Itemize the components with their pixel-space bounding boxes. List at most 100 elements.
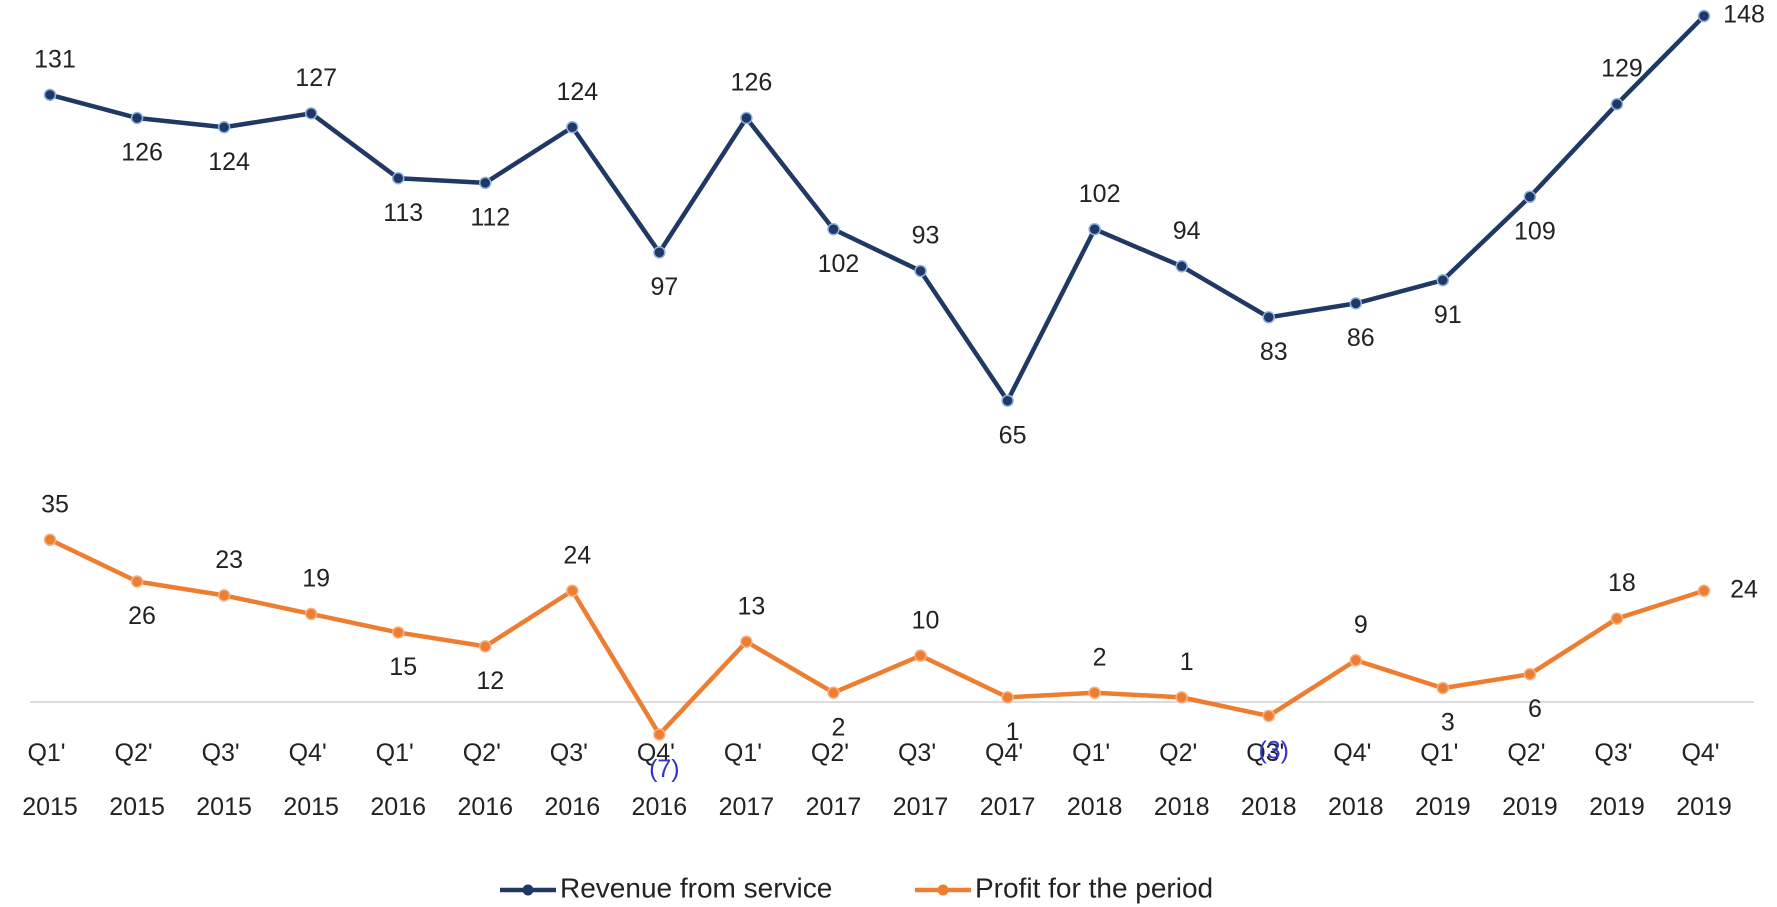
data-point <box>1436 681 1450 695</box>
data-point <box>1262 311 1275 324</box>
data-label: 2 <box>1093 643 1107 671</box>
data-point <box>304 607 318 621</box>
legend-item: Profit for the period <box>915 872 1213 903</box>
x-tick-label: Q2' 2019 <box>1502 739 1558 821</box>
legend-label: Profit for the period <box>975 872 1213 903</box>
x-tick-label: Q2' 2018 <box>1154 739 1210 821</box>
data-point <box>1610 612 1624 625</box>
data-label: 6 <box>1528 695 1542 723</box>
data-label: 35 <box>41 490 69 518</box>
data-point <box>217 121 231 134</box>
data-point <box>479 640 492 653</box>
series-line <box>49 537 1705 737</box>
data-label: 24 <box>563 541 591 569</box>
x-tick-label: Q3' 2017 <box>893 739 949 821</box>
x-tick-label: Q2' 2015 <box>109 739 165 821</box>
data-label: 112 <box>470 203 510 231</box>
x-tick-label: Q2' 2017 <box>806 739 862 821</box>
data-point <box>130 111 144 125</box>
data-label: 97 <box>650 273 678 301</box>
data-label: (7) <box>649 755 680 783</box>
data-point <box>1697 9 1711 23</box>
data-label: 83 <box>1260 338 1288 366</box>
data-label: 10 <box>912 606 940 634</box>
data-label: 126 <box>121 139 163 167</box>
series-line <box>49 14 1706 403</box>
data-point <box>827 222 840 236</box>
data-point <box>1001 394 1014 407</box>
data-label: 18 <box>1608 569 1636 597</box>
data-label: 91 <box>1434 301 1462 329</box>
data-point <box>653 728 666 741</box>
legend-marker <box>522 884 534 896</box>
x-tick-label: Q2' 2016 <box>457 739 513 821</box>
x-tick-label: Q1' 2016 <box>370 739 426 821</box>
data-point <box>1349 654 1363 667</box>
data-point <box>914 649 927 662</box>
data-point <box>827 686 840 699</box>
data-point <box>217 589 231 602</box>
data-label: 109 <box>1514 217 1556 245</box>
data-label: 65 <box>999 421 1027 449</box>
data-point <box>1001 691 1014 704</box>
data-label: 12 <box>476 667 504 695</box>
data-point <box>914 264 927 278</box>
data-point <box>653 246 666 259</box>
data-label: 86 <box>1347 324 1375 352</box>
data-point <box>1697 584 1711 598</box>
x-tick-label: Q1' 2019 <box>1415 739 1471 821</box>
legend-marker <box>937 884 949 896</box>
data-point <box>1175 260 1188 273</box>
x-tick-label: Q3' 2019 <box>1589 739 1645 821</box>
x-tick-label: Q4' 2019 <box>1676 739 1732 821</box>
legend-item: Revenue from service <box>500 872 832 903</box>
data-label: 126 <box>731 69 773 97</box>
data-point <box>479 176 492 190</box>
data-point <box>1088 686 1101 699</box>
data-label: 131 <box>34 45 76 73</box>
data-label: 1 <box>1180 648 1194 676</box>
data-point <box>740 111 753 125</box>
x-tick-label: Q3' 2015 <box>196 739 252 821</box>
x-tick-label: Q3' 2018 <box>1241 739 1297 821</box>
x-tick-label: Q1' 2017 <box>719 739 775 821</box>
x-tick-label: Q1' 2018 <box>1067 739 1123 821</box>
data-point <box>740 635 753 648</box>
data-point <box>566 121 579 134</box>
data-label: 19 <box>302 565 330 593</box>
legend-label: Revenue from service <box>560 872 832 903</box>
data-label: (3) <box>1258 737 1289 765</box>
data-point <box>1610 97 1624 111</box>
data-label: 102 <box>1079 180 1121 208</box>
x-tick-label: Q3' 2016 <box>545 739 601 821</box>
data-label: 94 <box>1173 217 1201 245</box>
data-label: 26 <box>128 602 156 630</box>
data-point <box>391 626 405 639</box>
data-point <box>1523 190 1537 204</box>
data-label: 15 <box>389 653 417 681</box>
data-point <box>43 533 57 547</box>
data-point <box>130 575 144 588</box>
data-label: 127 <box>295 64 337 92</box>
data-label: 24 <box>1730 575 1758 603</box>
data-point <box>1523 667 1537 681</box>
data-point <box>391 171 405 185</box>
data-point <box>43 88 57 102</box>
x-tick-label: Q4' 2017 <box>980 739 1036 821</box>
data-point <box>1262 709 1275 723</box>
data-label: 93 <box>912 222 940 250</box>
data-label: 129 <box>1601 55 1643 83</box>
data-point <box>1349 297 1363 310</box>
data-point <box>566 584 579 598</box>
data-point <box>304 107 318 120</box>
x-tick-label: Q1' 2015 <box>22 739 78 821</box>
data-label: 124 <box>208 148 250 176</box>
data-point <box>1088 222 1101 236</box>
x-tick-label: Q4' 2016 <box>632 739 688 821</box>
x-tick-label: Q4' 2018 <box>1328 739 1384 821</box>
data-label: 2 <box>832 713 846 741</box>
data-label: 102 <box>818 250 860 278</box>
data-label: 124 <box>556 78 598 106</box>
x-tick-label: Q4' 2015 <box>283 739 339 821</box>
